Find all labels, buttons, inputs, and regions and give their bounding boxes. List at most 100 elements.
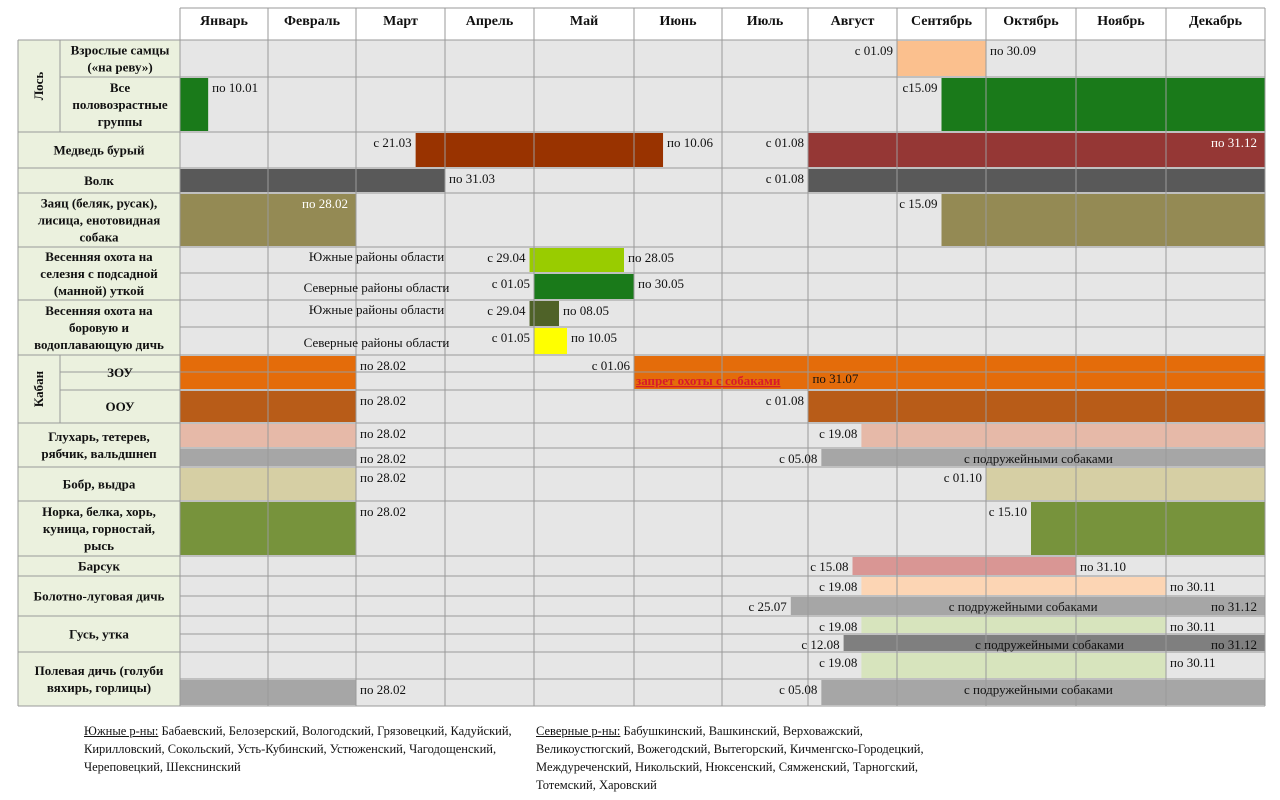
row-label: Все [110, 80, 131, 95]
period-bars [180, 41, 1265, 705]
period-end-label: по 08.05 [563, 303, 609, 318]
sub-row-label: Северные районы области [304, 335, 450, 350]
month-label: Апрель [466, 14, 514, 29]
row-label: вяхирь, горлицы) [47, 680, 151, 695]
month-label: Декабрь [1189, 14, 1243, 29]
period-start-label: с 01.05 [492, 276, 530, 291]
period-bar [415, 133, 664, 167]
row-label: Заяц (беляк, русак), [41, 196, 158, 211]
period-end-label: по 31.03 [449, 171, 495, 186]
period-bar [534, 274, 634, 299]
row-label: Гусь, утка [69, 627, 129, 642]
sub-row-label: Южные районы области [309, 302, 444, 317]
period-bar [897, 41, 986, 76]
period-bar [808, 391, 1265, 422]
period-end-label: по 28.02 [360, 504, 406, 519]
period-end-label: по 31.12 [1211, 135, 1257, 150]
period-note: с подружейными собаками [964, 451, 1113, 466]
footnote-north-text: Бабушкинский, Вашкинский, Верховажский, … [536, 724, 924, 792]
period-end-label: по 10.05 [571, 330, 617, 345]
period-start-label: с 21.03 [373, 135, 411, 150]
row-label: Глухарь, тетерев, [48, 429, 150, 444]
month-label: Сентябрь [911, 14, 973, 29]
footnote-north-heading: Северные р-ны: [536, 724, 621, 738]
period-end-label: по 10.01 [212, 80, 258, 95]
period-start-label: с 15.08 [810, 559, 848, 574]
period-start-label: с 01.08 [766, 171, 804, 186]
period-end-label: по 30.09 [990, 43, 1036, 58]
row-label: рысь [84, 538, 114, 553]
period-end-label: по 31.07 [812, 371, 858, 386]
district-footnotes: Южные р-ны: Бабаевский, Белозерский, Вол… [84, 722, 1264, 794]
footnote-north: Северные р-ны: Бабушкинский, Вашкинский,… [536, 722, 936, 794]
chart-labels: Январь Февраль Март Апрель Май Июнь Июль Август… [31, 14, 1257, 697]
period-end-label: по 31.10 [1080, 559, 1126, 574]
row-label: (манной) уткой [54, 283, 145, 298]
period-start-label: с 29.04 [487, 303, 526, 318]
row-label: Норка, белка, хорь, [42, 504, 156, 519]
row-label: водоплавающую дичь [34, 337, 164, 352]
period-end-label: по 28.02 [360, 358, 406, 373]
period-end-label: по 28.02 [360, 470, 406, 485]
row-label: группы [98, 114, 143, 129]
group-label: Кабан [31, 370, 46, 407]
row-label: лисица, енотовидная [38, 213, 161, 228]
period-note: с подружейными собаками [964, 682, 1113, 697]
period-end-label: по 30.05 [638, 276, 684, 291]
period-end-label: по 30.11 [1170, 655, 1215, 670]
period-note: с подружейными собаками [949, 599, 1098, 614]
period-start-label: с 12.08 [801, 637, 839, 652]
row-label: собака [79, 230, 119, 245]
period-end-label: по 31.12 [1211, 637, 1257, 652]
period-bar [821, 680, 1265, 705]
period-start-label: с 01.05 [492, 330, 530, 345]
period-start-label: с 01.08 [766, 135, 804, 150]
period-bar [790, 597, 1265, 615]
row-label: куница, горностай, [43, 521, 155, 536]
period-start-label: с 05.08 [779, 451, 817, 466]
period-bar [986, 468, 1265, 500]
period-bar [861, 617, 1166, 633]
row-label: ЗОУ [107, 365, 133, 380]
period-start-label: с 25.07 [749, 599, 788, 614]
period-start-label: с 19.08 [819, 579, 857, 594]
period-start-label: с 15.09 [899, 196, 937, 211]
period-bar [1031, 502, 1265, 555]
period-end-label: по 10.06 [667, 135, 713, 150]
sub-row-label: Северные районы области [304, 280, 450, 295]
period-start-label: с 19.08 [819, 426, 857, 441]
period-start-label: с 19.08 [819, 655, 857, 670]
period-bar [861, 653, 1166, 678]
period-start-label: с 19.08 [819, 619, 857, 634]
period-bar [808, 169, 1265, 192]
period-start-label: с 01.08 [766, 393, 804, 408]
period-end-label: по 31.12 [1211, 599, 1257, 614]
period-start-label: с 29.04 [487, 250, 526, 265]
period-start-label: с 01.10 [944, 470, 982, 485]
month-label: Август [831, 14, 875, 29]
grid-lines [17, 7, 1266, 707]
period-bar [821, 449, 1265, 466]
row-label: боровую и [69, 320, 129, 335]
row-label: («на реву») [87, 60, 152, 75]
hunting-season-chart: Январь Февраль Март Апрель Май Июнь Июль Август… [17, 7, 1266, 707]
month-label: Май [570, 14, 598, 29]
row-label: Взрослые самцы [71, 43, 170, 58]
row-label: Медведь бурый [54, 143, 145, 158]
period-bar [861, 577, 1166, 595]
row-label: ООУ [105, 399, 134, 414]
period-bar [852, 557, 1076, 575]
row-label: Болотно-луговая дичь [34, 589, 165, 604]
period-end-label: по 30.11 [1170, 619, 1215, 634]
month-label: Ноябрь [1097, 14, 1145, 29]
period-start-label: с 15.10 [989, 504, 1027, 519]
month-label: Июль [747, 14, 784, 29]
period-note: запрет охоты с собаками [636, 373, 781, 388]
period-bar [180, 169, 445, 192]
period-end-label: по 28.02 [360, 451, 406, 466]
period-end-label: по 28.05 [628, 250, 674, 265]
period-bar [843, 635, 1265, 651]
sub-row-label: Южные районы области [309, 249, 444, 264]
row-label: рябчик, вальдшнеп [41, 446, 157, 461]
row-label: половозрастные [72, 97, 167, 112]
